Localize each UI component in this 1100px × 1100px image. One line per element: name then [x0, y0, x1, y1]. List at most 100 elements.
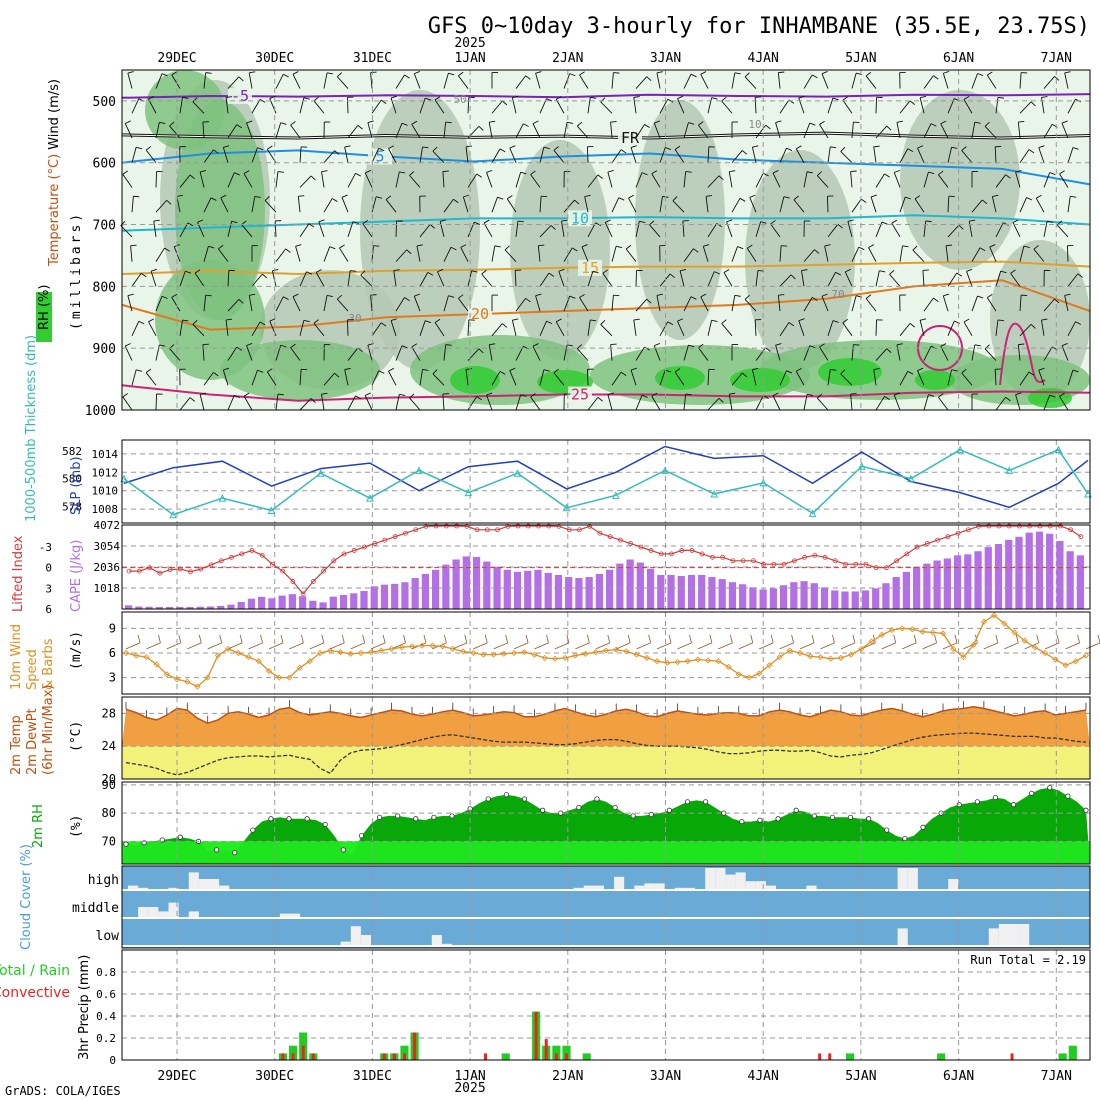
wind-barb-flag [306, 271, 313, 275]
wind-barb-flag [685, 171, 692, 173]
wind-barb-flag [641, 394, 648, 398]
thickness-marker [316, 469, 325, 477]
wind-barb-flag [1059, 170, 1065, 175]
wind-barb [707, 271, 715, 287]
wind-barb-flag [458, 71, 464, 77]
li-marker [218, 558, 224, 564]
wind-barb [225, 319, 229, 336]
wind-barb [698, 347, 709, 361]
wind-barb [437, 271, 445, 287]
wind-barb-flag [1000, 270, 1007, 274]
wind-barb-flag [590, 319, 597, 322]
wind-barb-flag [656, 71, 663, 74]
wind-barb-flag [543, 146, 550, 150]
wind-barb [827, 224, 839, 238]
wind-barb [587, 174, 599, 188]
wind-barb [850, 394, 853, 411]
cloud-level-label: high [88, 873, 119, 888]
wind10-barb-flag [995, 634, 999, 643]
wind10-barb [799, 642, 815, 650]
wind-barb [539, 369, 545, 386]
wind-barb [576, 348, 589, 361]
upper-air-ylabel-part: Wind (m/s) [47, 79, 62, 150]
wind-barb-flag [481, 269, 487, 275]
wind-barb-flag [651, 170, 658, 175]
wind-barb [344, 369, 349, 386]
rh-marker [304, 816, 310, 822]
rh-marker [847, 814, 854, 820]
wind-barb [919, 97, 925, 114]
cape-ylabel: CAPE (J/kg) [69, 540, 84, 612]
wind-barb-flag [649, 220, 655, 226]
wind-barb-flag [667, 321, 674, 326]
cloud-bar-high [198, 879, 210, 890]
li-marker [239, 551, 245, 557]
wind-marker [674, 658, 681, 666]
wind-barb [150, 271, 157, 287]
wind-barb [1019, 323, 1032, 337]
precip-conv-bar [483, 1053, 487, 1060]
wind-barb [127, 72, 133, 89]
isotherm-label-bg [228, 87, 252, 104]
wind-barb-flag [907, 148, 914, 153]
cape-bar [1066, 551, 1074, 609]
wind-barb-flag [223, 367, 230, 371]
wind-barb [683, 345, 689, 361]
wind-barb-flag [729, 170, 736, 173]
wind-barb [875, 125, 888, 139]
cape-bar [841, 591, 849, 609]
wind-barb [755, 395, 764, 411]
upper-air-panel: -5FR510152025103050705006007008009001000… [36, 69, 1091, 419]
wind-barb-flag [406, 249, 412, 255]
wind-barb [840, 373, 853, 386]
wind-barb-flag [729, 392, 736, 395]
li-marker [300, 591, 306, 597]
wind-barb-flag [786, 370, 793, 374]
wind-barb [635, 394, 643, 411]
wind-barb [364, 395, 373, 411]
wind-barb-flag [905, 196, 912, 200]
wind-barb-flag [448, 72, 455, 76]
wind-barb-flag [434, 318, 441, 323]
wind-barb-flag [705, 195, 713, 197]
wind10-barb-flag [607, 634, 611, 643]
cape-bar [616, 563, 624, 609]
wind-marker [970, 641, 977, 648]
wind-barb [367, 122, 373, 139]
wind10-barb [268, 642, 284, 650]
wind-marker [705, 657, 712, 664]
wind-barb-flag [409, 393, 415, 399]
temp-tick: 28 [102, 706, 116, 720]
wind-barb [963, 321, 973, 337]
wind-barb [674, 371, 685, 386]
wind10-barb [575, 642, 590, 650]
precip-conv-bar [534, 1011, 538, 1060]
wind-barb [705, 196, 709, 213]
wind-barb [961, 372, 973, 386]
cape-bar [749, 587, 757, 609]
wind-barb [746, 247, 757, 262]
cape-bar [575, 578, 583, 609]
wind-barb [995, 222, 1004, 238]
wind-barb [1041, 319, 1045, 336]
wind-barb [707, 397, 720, 411]
rh-marker [1029, 790, 1035, 796]
wind-barb-flag [463, 194, 470, 198]
wind-marker [327, 647, 334, 654]
cape-bar [902, 571, 911, 609]
wind-barb [1064, 72, 1069, 89]
wind-barb-flag [220, 194, 227, 199]
wind-barb [683, 73, 692, 89]
wind-barb [923, 171, 929, 188]
wind-barb-flag [1061, 120, 1068, 124]
year-label-top: 2025 [454, 36, 485, 51]
cape-bar [227, 604, 235, 609]
wind-barb-flag [912, 245, 918, 251]
wind-barb [851, 198, 862, 213]
precip-conv-bar [402, 1053, 406, 1060]
wind-barb [371, 148, 380, 163]
wind-barb [1019, 149, 1030, 163]
wind-barb [850, 171, 853, 188]
wind-barb [515, 75, 526, 89]
wind-barb [434, 322, 445, 337]
